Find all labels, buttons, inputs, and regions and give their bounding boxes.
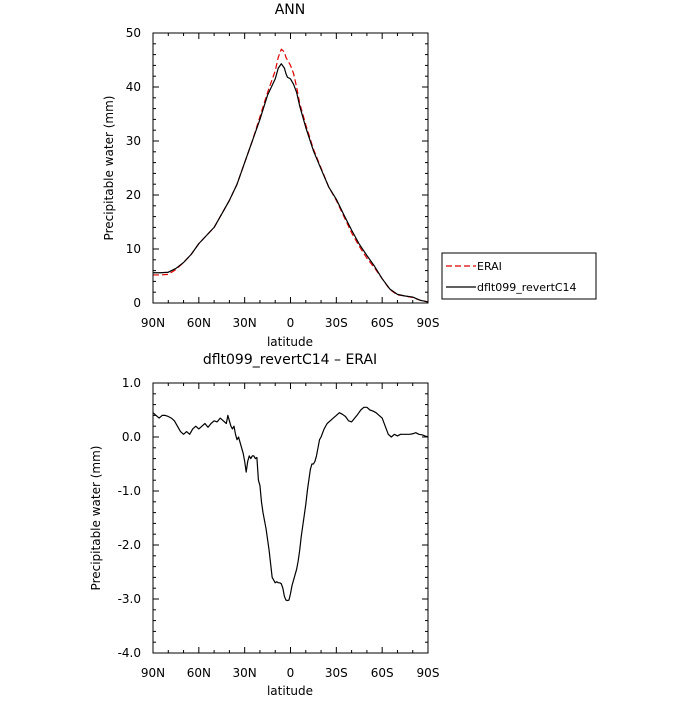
panel-ann: ANN 0 10 20 30 40 50 90N 60N 30N 0 30S 60S 90S lati… — [102, 2, 597, 349]
chart-title-difference: dflt099_revertC14 – ERAI — [203, 352, 377, 368]
y-tick-label: 20 — [126, 188, 141, 202]
tick-marks — [152, 32, 429, 304]
x-tick-label: 90S — [417, 316, 440, 330]
y-tick-label: -1.0 — [118, 484, 141, 498]
x-tick-label: 30N — [233, 666, 257, 680]
x-tick-label: 60S — [371, 316, 394, 330]
x-tick-label: 30S — [325, 316, 348, 330]
legend-label-erai: ERAI — [477, 260, 502, 273]
plot-frame — [152, 32, 429, 304]
tick-marks — [152, 382, 429, 654]
y-tick-label: 40 — [126, 80, 141, 94]
y-tick-labels: 0 10 20 30 40 50 — [126, 26, 141, 310]
x-tick-label: 90N — [141, 316, 165, 330]
x-tick-label: 0 — [287, 666, 295, 680]
plot-frame — [152, 382, 429, 654]
x-tick-label: 60N — [187, 666, 211, 680]
series-lines — [152, 406, 429, 602]
y-tick-label: 10 — [126, 242, 141, 256]
y-tick-label: 50 — [126, 26, 141, 40]
y-axis-label: Precipitable water (mm) — [102, 96, 116, 241]
y-tick-label: -2.0 — [118, 538, 141, 552]
series-line-erai — [153, 48, 429, 303]
y-axis-label: Precipitable water (mm) — [89, 446, 103, 591]
x-axis-label: latitude — [267, 335, 313, 349]
legend-label-model: dflt099_revertC14 — [477, 281, 577, 294]
series-line-dflt099-revertc14 — [153, 63, 429, 303]
chart-title-ann: ANN — [275, 2, 306, 18]
x-tick-labels: 90N 60N 30N 0 30S 60S 90S — [141, 316, 440, 330]
y-tick-labels: 1.0 0.0 -1.0 -2.0 -3.0 -4.0 — [118, 376, 141, 660]
y-tick-label: 30 — [126, 134, 141, 148]
x-tick-label: 90S — [417, 666, 440, 680]
x-tick-label: 60N — [187, 316, 211, 330]
x-tick-label: 0 — [287, 316, 295, 330]
y-tick-label: 1.0 — [122, 376, 141, 390]
x-tick-labels: 90N 60N 30N 0 30S 60S 90S — [141, 666, 440, 680]
series-lines — [153, 48, 429, 303]
legend: ERAI dflt099_revertC14 — [441, 252, 597, 300]
y-tick-label: -3.0 — [118, 592, 141, 606]
x-axis-label: latitude — [267, 684, 313, 698]
y-tick-label: 0.0 — [122, 430, 141, 444]
x-tick-label: 30S — [325, 666, 348, 680]
x-tick-label: 90N — [141, 666, 165, 680]
y-tick-label: 0 — [133, 296, 141, 310]
x-tick-label: 60S — [371, 666, 394, 680]
series-line-difference — [152, 406, 429, 602]
x-tick-label: 30N — [233, 316, 257, 330]
y-tick-label: -4.0 — [118, 646, 141, 660]
legend-box — [441, 252, 597, 300]
panel-difference: dflt099_revertC14 – ERAI 1.0 0.0 -1.0 -2.0 -… — [89, 352, 439, 698]
